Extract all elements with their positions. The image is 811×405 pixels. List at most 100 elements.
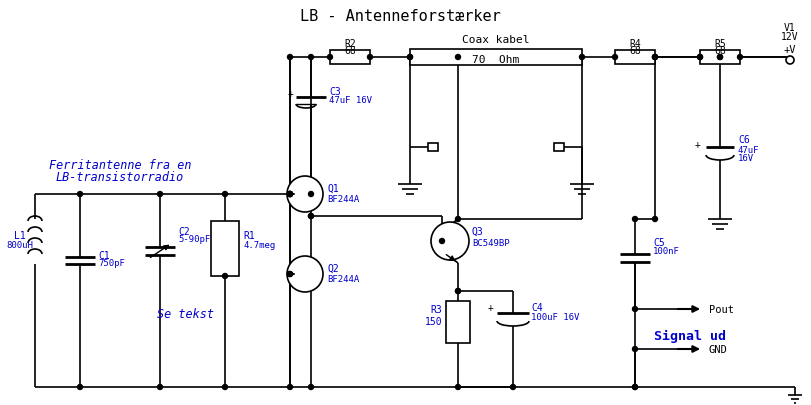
Text: Q1: Q1: [327, 183, 339, 194]
Text: 750pF: 750pF: [98, 259, 125, 268]
Text: 150: 150: [424, 316, 442, 326]
Circle shape: [308, 214, 314, 219]
Text: 68: 68: [344, 46, 356, 56]
Text: C5: C5: [653, 237, 665, 247]
Circle shape: [222, 274, 228, 279]
Circle shape: [308, 55, 314, 60]
Circle shape: [612, 55, 617, 60]
Text: R2: R2: [344, 39, 356, 49]
Circle shape: [633, 385, 637, 390]
Circle shape: [288, 272, 293, 277]
Text: C6: C6: [738, 135, 749, 145]
Text: Se tekst: Se tekst: [157, 308, 213, 321]
Circle shape: [653, 55, 658, 60]
Circle shape: [653, 55, 658, 60]
Circle shape: [287, 177, 323, 213]
Circle shape: [222, 192, 228, 197]
Text: C3: C3: [329, 87, 341, 97]
Circle shape: [456, 385, 461, 390]
Circle shape: [718, 55, 723, 60]
Circle shape: [653, 217, 658, 222]
Bar: [700, 51, 740, 65]
Circle shape: [288, 55, 293, 60]
Circle shape: [456, 289, 461, 294]
Circle shape: [78, 192, 83, 197]
Text: 68: 68: [714, 46, 726, 56]
Text: BF244A: BF244A: [327, 194, 359, 203]
Text: 100nF: 100nF: [653, 247, 680, 256]
Circle shape: [633, 385, 637, 390]
Circle shape: [288, 272, 293, 277]
Circle shape: [407, 55, 413, 60]
Circle shape: [510, 385, 516, 390]
Text: R4: R4: [629, 39, 641, 49]
Circle shape: [456, 289, 461, 294]
Text: GND: GND: [709, 344, 727, 354]
Circle shape: [697, 55, 702, 60]
Circle shape: [308, 192, 314, 197]
Circle shape: [308, 214, 314, 219]
Text: C4: C4: [531, 302, 543, 312]
Circle shape: [367, 55, 372, 60]
Bar: [428, 144, 438, 151]
Bar: [554, 144, 564, 151]
Text: LB-transistorradio: LB-transistorradio: [56, 170, 184, 183]
Text: Q3: Q3: [472, 226, 483, 237]
Circle shape: [580, 55, 585, 60]
Bar: [446, 301, 470, 343]
Circle shape: [456, 55, 461, 60]
Text: 47uF: 47uF: [738, 145, 759, 154]
Circle shape: [786, 57, 794, 65]
Circle shape: [288, 192, 293, 197]
Circle shape: [328, 55, 333, 60]
Text: V1: V1: [784, 23, 796, 33]
Text: 800uH: 800uH: [6, 241, 33, 250]
Text: R1: R1: [243, 230, 255, 241]
Bar: [615, 51, 655, 65]
Circle shape: [308, 385, 314, 390]
Text: Ferritantenne fra en: Ferritantenne fra en: [49, 158, 191, 171]
Text: 4.7meg: 4.7meg: [243, 241, 275, 250]
Circle shape: [697, 55, 702, 60]
Text: 68: 68: [629, 46, 641, 56]
Circle shape: [440, 239, 444, 244]
Circle shape: [633, 217, 637, 222]
Circle shape: [78, 385, 83, 390]
Text: C1: C1: [98, 250, 109, 260]
Text: +: +: [694, 140, 700, 149]
Text: 70  Ohm: 70 Ohm: [472, 55, 520, 65]
Circle shape: [633, 347, 637, 352]
Circle shape: [718, 55, 723, 60]
Circle shape: [222, 385, 228, 390]
Text: +: +: [487, 302, 493, 312]
Circle shape: [288, 192, 293, 197]
Text: 5-90pF: 5-90pF: [178, 235, 210, 244]
Circle shape: [157, 385, 162, 390]
Circle shape: [456, 217, 461, 222]
Bar: [211, 222, 239, 276]
Text: R3: R3: [431, 304, 442, 314]
Text: Q2: Q2: [327, 263, 339, 273]
Text: LB - Antenneforstærker: LB - Antenneforstærker: [299, 9, 500, 23]
Text: R5: R5: [714, 39, 726, 49]
Text: +: +: [287, 89, 293, 99]
Text: 12V: 12V: [781, 32, 799, 42]
Circle shape: [157, 192, 162, 197]
Circle shape: [653, 55, 658, 60]
Text: 100uF 16V: 100uF 16V: [531, 313, 579, 322]
Circle shape: [633, 307, 637, 312]
Circle shape: [288, 192, 293, 197]
Text: C2: C2: [178, 226, 190, 237]
Text: Pout: Pout: [709, 304, 734, 314]
Text: L1: L1: [14, 230, 26, 241]
Text: BC549BP: BC549BP: [472, 238, 509, 247]
Circle shape: [737, 55, 743, 60]
Circle shape: [287, 256, 323, 292]
Circle shape: [407, 55, 413, 60]
Text: BF244A: BF244A: [327, 274, 359, 283]
Bar: [410, 50, 582, 66]
Text: Signal ud: Signal ud: [654, 328, 726, 342]
Text: 16V: 16V: [738, 153, 754, 162]
Text: 47uF 16V: 47uF 16V: [329, 95, 372, 104]
Text: Coax kabel: Coax kabel: [462, 35, 530, 45]
